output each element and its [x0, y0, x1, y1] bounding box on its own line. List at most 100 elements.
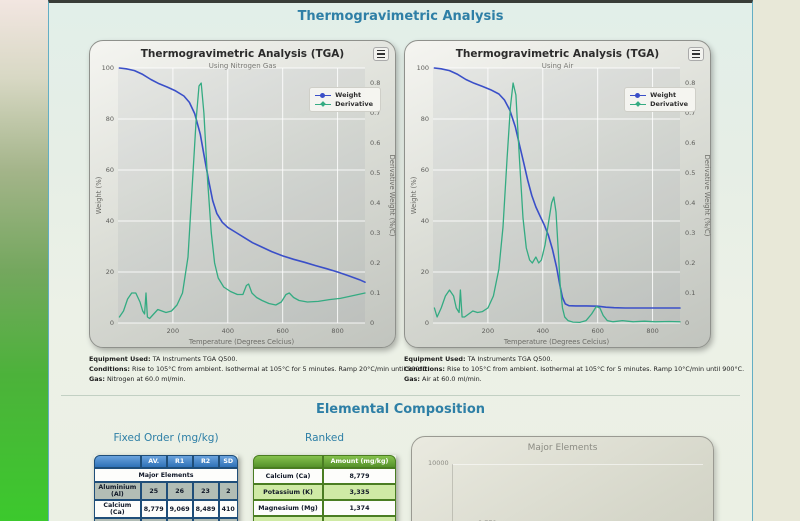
equipment-label: Equipment Used:	[404, 355, 466, 363]
equipment-text: TA Instruments TGA Q500.	[150, 355, 238, 363]
table-row: Calcium (Ca) 8,779 9,069 8,489 410	[94, 500, 238, 518]
fixed-order-table-label: Fixed Order (mg/kg)	[113, 432, 219, 444]
svg-text:0.4: 0.4	[685, 199, 695, 207]
chart-subtitle: Using Nitrogen Gas	[208, 62, 277, 70]
svg-text:600: 600	[276, 327, 288, 335]
svg-text:0.3: 0.3	[370, 229, 380, 237]
sd-value: 410	[218, 500, 238, 518]
svg-text:0.2: 0.2	[370, 259, 380, 267]
svg-text:0.2: 0.2	[685, 259, 695, 267]
table-row: Iron (Fe) 240	[253, 516, 396, 521]
svg-text:0: 0	[110, 319, 114, 327]
header-cell-r1: R1	[166, 455, 193, 468]
chart-export-menu-icon[interactable]	[373, 47, 389, 61]
conditions-text: Rise to 105°C from ambient. Isothermal a…	[129, 364, 430, 373]
svg-text:0.8: 0.8	[685, 79, 695, 87]
svg-text:200: 200	[482, 327, 494, 335]
element-name: Magnesium (Mg)	[253, 500, 323, 516]
svg-text:0.1: 0.1	[685, 289, 695, 297]
background-left	[0, 0, 48, 521]
element-name: Iron (Fe)	[253, 516, 323, 521]
page-title: Thermogravimetric Analysis	[297, 9, 504, 24]
svg-text:600: 600	[591, 327, 603, 335]
content-column: Thermogravimetric Analysis 0 20 40 60 80 100 2…	[48, 0, 753, 521]
ranked-table: Amount (mg/kg) Calcium (Ca) 8,779 Potass…	[253, 455, 396, 521]
air-equipment-notes: Equipment Used: TA Instruments TGA Q500.…	[404, 355, 744, 385]
tga-chart-air: 0 20 40 60 80 100 200 400 600 800 0 0.1 0.2 0.3 0.4 0.5…	[404, 40, 711, 348]
gas-text: Air at 60.0 ml/min.	[419, 374, 482, 383]
svg-text:100: 100	[417, 64, 429, 72]
legend-item-derivative[interactable]: Derivative	[315, 100, 373, 108]
gas-line: Gas: Nitrogen at 60.0 ml/min.	[89, 375, 401, 385]
chart-legend[interactable]: Weight Derivative	[309, 87, 381, 112]
tga-chart-nitrogen: 0 20 40 60 80 100 200 400 600 800 0 0.1 0.2 0.3 0.4 0.5…	[89, 40, 396, 348]
sd-value: 13	[218, 518, 238, 521]
table-header-row: AV. R1 R2 SD	[94, 455, 238, 468]
table-header-row: Amount (mg/kg)	[253, 455, 396, 468]
amount-value: 1,374	[323, 500, 396, 516]
av-value: 8,779	[140, 500, 167, 518]
gas-label: Gas:	[89, 374, 105, 383]
chart-export-menu-icon[interactable]	[688, 47, 704, 61]
svg-text:20: 20	[106, 268, 114, 276]
svg-text:100: 100	[102, 64, 114, 72]
r1-value: 26	[166, 482, 193, 500]
section-label: Major Elements	[94, 468, 238, 482]
sd-value: 2	[218, 482, 238, 500]
section-row: Major Elements	[94, 468, 238, 482]
svg-text:60: 60	[421, 166, 429, 174]
equipment-text: TA Instruments TGA Q500.	[465, 355, 553, 363]
legend-item-weight[interactable]: Weight	[315, 91, 373, 99]
svg-text:800: 800	[331, 327, 343, 335]
legend-item-weight[interactable]: Weight	[630, 91, 688, 99]
svg-text:0.6: 0.6	[370, 139, 380, 147]
svg-text:0.6: 0.6	[685, 139, 695, 147]
svg-text:0: 0	[685, 319, 689, 327]
svg-text:0.8: 0.8	[370, 79, 380, 87]
gas-text: Nitrogen at 60.0 ml/min.	[104, 374, 186, 383]
gridline	[452, 464, 703, 465]
gas-label: Gas:	[404, 374, 420, 383]
chart-title: Thermogravimetric Analysis (TGA)	[455, 48, 660, 60]
element-name: Potassium (K)	[253, 484, 323, 500]
fixed-order-table: AV. R1 R2 SD Major Elements Aluminium (A…	[94, 455, 238, 521]
header-cell-empty	[94, 455, 141, 468]
svg-text:60: 60	[106, 166, 114, 174]
svg-text:Temperature (Degrees Celcius): Temperature (Degrees Celcius)	[503, 338, 610, 346]
svg-text:80: 80	[106, 115, 114, 123]
conditions-label: Conditions:	[89, 364, 130, 373]
svg-text:0.5: 0.5	[370, 169, 380, 177]
svg-text:Derivative Weight (%/C): Derivative Weight (%/C)	[388, 155, 396, 237]
conditions-line: Conditions: Rise to 105°C from ambient. …	[404, 364, 744, 375]
element-name: Calcium (Ca)	[253, 468, 323, 484]
svg-text:200: 200	[167, 327, 179, 335]
r2-value: 8,489	[192, 500, 219, 518]
major-elements-chart: Major Elements 10000 8,779	[411, 436, 714, 521]
svg-text:400: 400	[537, 327, 549, 335]
legend-item-derivative[interactable]: Derivative	[630, 100, 688, 108]
chart-title: Major Elements	[527, 443, 598, 453]
equipment-line: Equipment Used: TA Instruments TGA Q500.	[404, 355, 716, 365]
element-name: Aluminium (Al)	[94, 482, 141, 500]
header-cell-sd: SD	[218, 455, 238, 468]
conditions-text: Rise to 105°C from ambient. Isothermal a…	[444, 364, 745, 373]
element-name: Iron (Fe)	[94, 518, 141, 521]
av-value: 25	[140, 482, 167, 500]
header-cell-empty	[253, 455, 323, 468]
conditions-label: Conditions:	[404, 364, 445, 373]
svg-text:40: 40	[106, 217, 114, 225]
svg-text:20: 20	[421, 268, 429, 276]
header-cell-amount: Amount (mg/kg)	[323, 455, 396, 468]
amount-value: 3,335	[323, 484, 396, 500]
elemental-composition-title: Elemental Composition	[315, 402, 486, 417]
ranked-table-label: Ranked	[305, 432, 344, 444]
r1-value: 249	[166, 518, 193, 521]
gas-line: Gas: Air at 60.0 ml/min.	[404, 375, 716, 385]
chart-legend[interactable]: Weight Derivative	[624, 87, 696, 112]
y-axis-line	[452, 464, 453, 521]
svg-text:Weight (%): Weight (%)	[410, 176, 418, 214]
conditions-line: Conditions: Rise to 105°C from ambient. …	[89, 364, 429, 375]
nitrogen-equipment-notes: Equipment Used: TA Instruments TGA Q500.…	[89, 355, 429, 385]
svg-text:400: 400	[222, 327, 234, 335]
